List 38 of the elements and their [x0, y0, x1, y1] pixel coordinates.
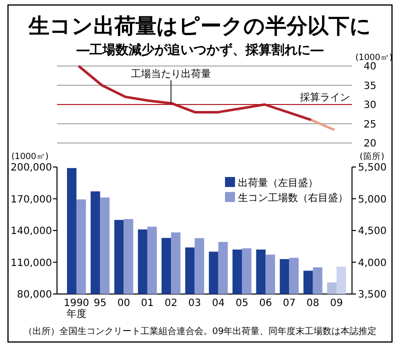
x-tick-label: 08 [306, 298, 320, 309]
x-tick-label: 04 [212, 298, 225, 309]
y-tick-label: 30 [364, 100, 376, 111]
x-tick-label: 00 [117, 298, 130, 309]
y-tick-label: 200,000 [10, 162, 52, 174]
x-tick-label: 01 [141, 298, 154, 309]
y-axis-title: (1000㎥) [11, 152, 49, 162]
x-tick-label: 06 [259, 298, 272, 309]
text: （出所）全国生コンクリート工業組合連合会。09年出荷量、同年度末工場数は本誌推定 [23, 326, 377, 337]
x-tick-label: 02 [164, 298, 178, 309]
chart-subtitle: ―工場数減少が追いつかず、採算割れに― [76, 42, 324, 58]
annotation: 工場当たり出荷量 [131, 68, 211, 80]
chart-title: 生コン出荷量はピークの半分以下に [28, 13, 372, 38]
x-tick-label: 07 [282, 298, 296, 309]
legend-label: 出荷量（左目盛） [238, 177, 318, 189]
y2-tick-label: 4,500 [358, 226, 387, 237]
y-axis-title: (1000㎥) [355, 53, 393, 63]
y-tick-label: 140,000 [10, 226, 52, 237]
ref-line-label: 採算ライン [300, 92, 350, 104]
y-tick-label: 40 [364, 62, 376, 72]
x-tick-label: 05 [236, 298, 248, 309]
y-tick-label: 25 [364, 119, 376, 130]
x-tick-label: 09 [330, 298, 343, 309]
y2-tick-label: 5,500 [358, 162, 387, 174]
x-tick-label: 95 [94, 298, 106, 309]
x-axis-title: 年度 [66, 308, 86, 320]
y2-tick-label: 3,500 [358, 290, 387, 300]
y2-tick-label: 5,000 [358, 194, 387, 206]
y-tick-label: 35 [364, 80, 376, 92]
y-tick-label: 170,000 [10, 194, 52, 206]
x-tick-label: 03 [188, 298, 202, 309]
y-tick-label: 80,000 [17, 290, 52, 300]
y2-tick-label: 4,000 [358, 258, 387, 269]
y-tick-label: 110,000 [10, 258, 52, 269]
y2-axis-title: (箇所) [360, 151, 384, 162]
x-tick-label: 1990 [64, 298, 90, 309]
legend-label: 生コン工場数（右目盛） [238, 192, 348, 204]
y-tick-label: 20 [364, 138, 376, 150]
